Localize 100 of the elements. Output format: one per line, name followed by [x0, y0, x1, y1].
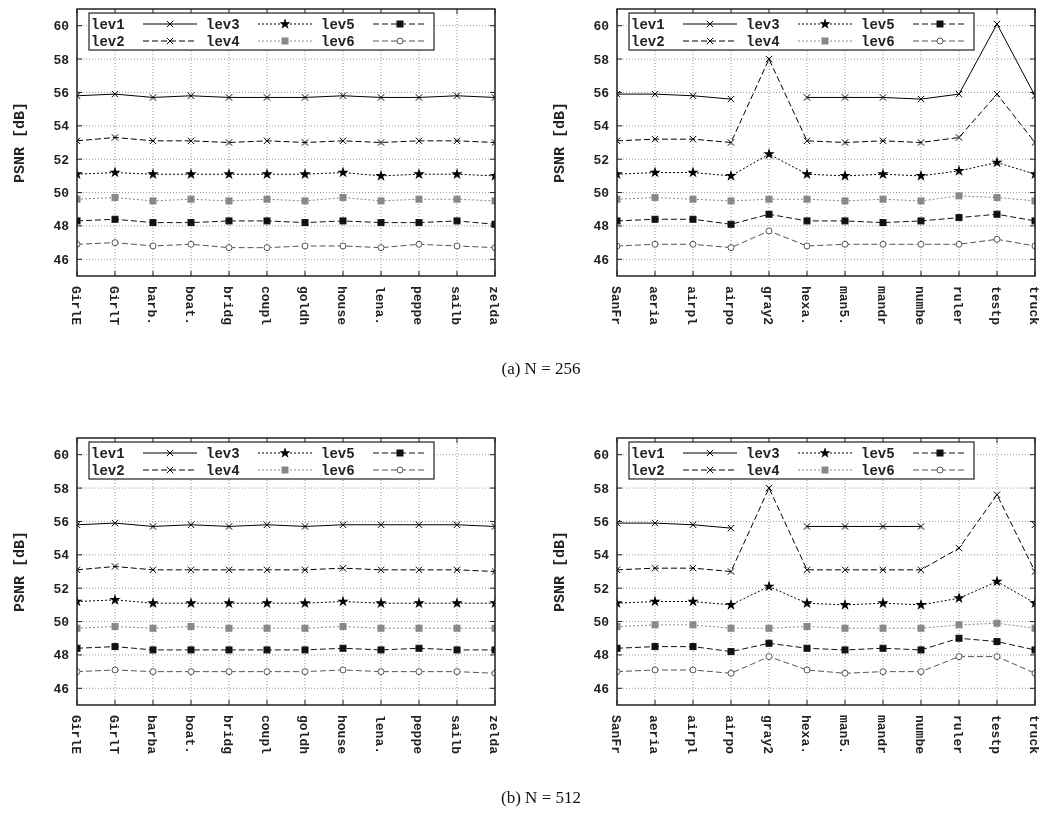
- y-axis-title: PSNR [dB]: [12, 530, 29, 613]
- x-tick-label: barb.: [144, 286, 160, 326]
- x-tick-label: GirlT: [106, 715, 122, 755]
- x-tick-label: bridg: [220, 286, 236, 326]
- y-tick-label: 50: [593, 186, 610, 202]
- x-tick-label: numbe: [912, 715, 928, 755]
- y-tick-label: 46: [53, 681, 70, 697]
- x-tick-label: sailb: [448, 715, 464, 755]
- x-tick-label: house: [334, 715, 350, 755]
- x-tick-label: zelda: [486, 715, 502, 755]
- x-tick-label: goldh: [296, 286, 312, 326]
- legend-label: lev3: [746, 445, 780, 462]
- x-tick-label: airpo: [722, 715, 738, 755]
- legend-label: lev3: [206, 16, 240, 33]
- x-tick-label: aeria: [646, 286, 662, 326]
- legend-label: lev2: [91, 33, 125, 50]
- y-tick-label: 46: [593, 681, 610, 697]
- y-tick-label: 48: [593, 219, 610, 235]
- x-tick-label: coupl: [258, 286, 274, 326]
- x-tick-label: man5.: [836, 286, 852, 326]
- legend-label: lev1: [91, 445, 125, 462]
- legend-label: lev3: [206, 445, 240, 462]
- y-tick-label: 58: [53, 481, 70, 497]
- y-tick-label: 52: [53, 152, 70, 168]
- y-tick-label: 56: [53, 514, 70, 530]
- text: (b) N = 512: [501, 788, 581, 807]
- x-tick-label: gray2: [760, 286, 776, 326]
- legend-label: lev4: [206, 462, 240, 479]
- legend-label: lev2: [631, 462, 665, 479]
- x-tick-label: zelda: [486, 286, 502, 326]
- x-tick-label: boat.: [182, 715, 198, 755]
- legend-label: lev3: [746, 16, 780, 33]
- legend-label: lev4: [206, 33, 240, 50]
- legend-label: lev5: [861, 445, 895, 462]
- legend-label: lev6: [861, 33, 895, 50]
- y-tick-label: 58: [53, 52, 70, 68]
- legend-label: lev1: [91, 16, 125, 33]
- y-tick-label: 58: [593, 481, 610, 497]
- x-tick-label: coupl: [258, 715, 274, 755]
- y-tick-label: 54: [53, 119, 70, 135]
- legend-label: lev2: [91, 462, 125, 479]
- legend-label: lev1: [631, 445, 665, 462]
- x-tick-label: truck: [1026, 715, 1042, 755]
- x-tick-label: lena.: [372, 715, 388, 755]
- legend-label: lev1: [631, 16, 665, 33]
- x-tick-label: testp: [988, 715, 1004, 755]
- x-tick-label: SanFr: [608, 286, 624, 326]
- x-tick-label: ruler: [950, 286, 966, 326]
- y-axis-title: PSNR [dB]: [552, 530, 569, 613]
- legend-label: lev5: [321, 16, 355, 33]
- legend-label: lev4: [746, 462, 780, 479]
- x-tick-label: SanFr: [608, 715, 624, 755]
- x-tick-label: GirlE: [68, 286, 84, 326]
- x-tick-label: goldh: [296, 715, 312, 755]
- x-tick-label: ruler: [950, 715, 966, 755]
- legend-label: lev2: [631, 33, 665, 50]
- y-tick-label: 48: [593, 648, 610, 664]
- y-tick-label: 50: [53, 186, 70, 202]
- x-tick-label: hexa.: [798, 286, 814, 326]
- y-tick-label: 48: [53, 219, 70, 235]
- y-tick-label: 58: [593, 52, 610, 68]
- y-tick-label: 46: [593, 252, 610, 268]
- x-tick-label: numbe: [912, 286, 928, 326]
- x-tick-label: sailb: [448, 286, 464, 326]
- y-tick-label: 60: [593, 19, 610, 35]
- y-tick-label: 52: [593, 581, 610, 597]
- x-tick-label: airpl: [684, 286, 700, 326]
- x-tick-label: peppe: [410, 286, 426, 326]
- y-tick-label: 48: [53, 648, 70, 664]
- y-tick-label: 52: [593, 152, 610, 168]
- y-tick-label: 52: [53, 581, 70, 597]
- y-tick-label: 54: [53, 548, 70, 564]
- legend-label: lev6: [321, 33, 355, 50]
- legend-label: lev5: [861, 16, 895, 33]
- x-tick-label: mandr: [874, 715, 890, 755]
- y-tick-label: 56: [593, 85, 610, 101]
- y-axis-title: PSNR [dB]: [552, 101, 569, 184]
- y-tick-label: 60: [53, 19, 70, 35]
- y-tick-label: 56: [53, 85, 70, 101]
- x-tick-label: peppe: [410, 715, 426, 755]
- legend-label: lev6: [321, 462, 355, 479]
- y-tick-label: 60: [593, 448, 610, 464]
- x-tick-label: airpl: [684, 715, 700, 755]
- x-tick-label: mandr: [874, 286, 890, 326]
- x-tick-label: barba: [144, 715, 160, 755]
- x-tick-label: boat.: [182, 286, 198, 326]
- legend-label: lev6: [861, 462, 895, 479]
- y-tick-label: 50: [53, 615, 70, 631]
- x-tick-label: man5.: [836, 715, 852, 755]
- y-axis-title: PSNR [dB]: [12, 101, 29, 184]
- x-tick-label: testp: [988, 286, 1004, 326]
- x-tick-label: lena.: [372, 286, 388, 326]
- y-tick-label: 60: [53, 448, 70, 464]
- x-tick-label: aeria: [646, 715, 662, 755]
- y-tick-label: 46: [53, 252, 70, 268]
- x-tick-label: GirlE: [68, 715, 84, 755]
- legend-label: lev5: [321, 445, 355, 462]
- y-tick-label: 50: [593, 615, 610, 631]
- x-tick-label: hexa.: [798, 715, 814, 755]
- y-tick-label: 54: [593, 548, 610, 564]
